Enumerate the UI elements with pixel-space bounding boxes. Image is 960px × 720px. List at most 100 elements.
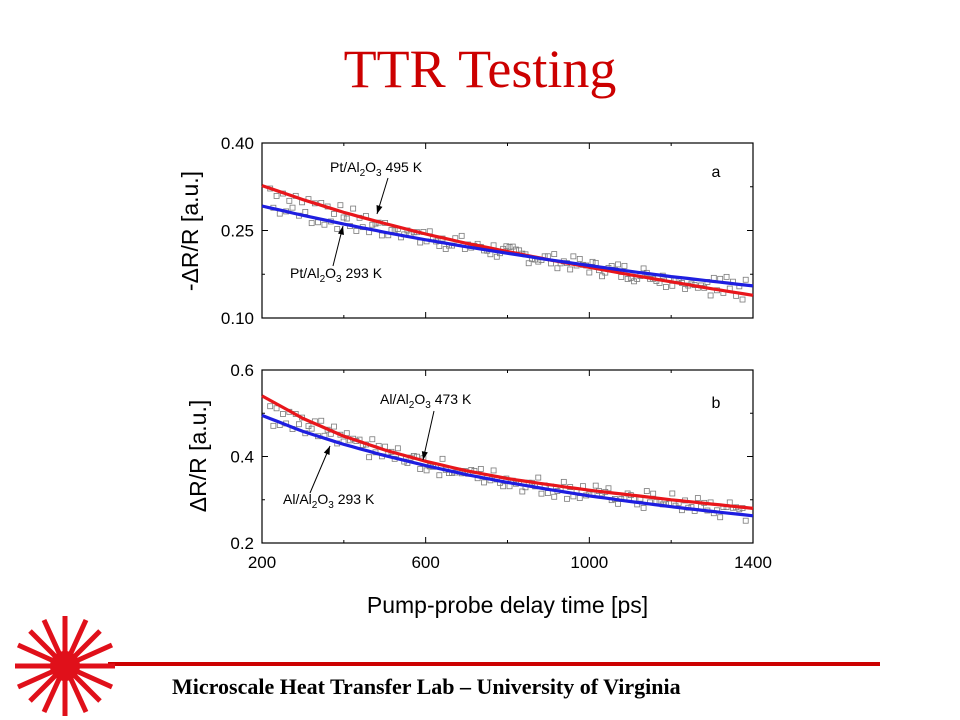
data-point [436, 472, 443, 479]
series-line [261, 413, 754, 518]
series-label-part: 3 [425, 400, 431, 411]
data-point [615, 261, 621, 268]
data-point [615, 500, 621, 507]
series-label-part: Al/Al [380, 391, 409, 407]
series-label-part: Pt/Al [290, 265, 320, 281]
x-tick-label: 600 [411, 553, 439, 572]
data-point [273, 193, 280, 199]
x-axis-label: Pump-probe delay time [ps] [367, 592, 648, 618]
data-point [710, 274, 717, 281]
data-point [551, 493, 558, 500]
series-label-part: 495 K [382, 159, 423, 175]
footer-divider [108, 662, 880, 666]
data-point [643, 488, 650, 494]
data-point [331, 423, 337, 430]
data-point [589, 258, 596, 265]
series-label-part: O [414, 391, 425, 407]
data-point [500, 483, 507, 490]
laser-starburst-icon [15, 616, 115, 716]
arrow-head [323, 446, 330, 455]
data-point [742, 276, 749, 283]
data-point [391, 227, 398, 234]
data-point [366, 454, 373, 461]
data-point [296, 421, 302, 428]
plot-frame-b [261, 369, 754, 544]
footer-text: Microscale Heat Transfer Lab – Universit… [172, 674, 681, 699]
data-point [490, 467, 497, 474]
data-point [439, 455, 446, 462]
series-label: Al/Al2O3 473 K [380, 391, 472, 411]
annotation-arrow [309, 445, 331, 494]
data-point [564, 495, 570, 502]
data-point [621, 262, 628, 269]
data-point [605, 485, 612, 492]
x-tick-label: 200 [248, 553, 276, 572]
data-point [308, 220, 315, 227]
arrow-head [421, 451, 428, 460]
data-point [458, 232, 465, 239]
panel-label-b: b [712, 395, 721, 412]
data-point [286, 197, 293, 204]
series-label-part: 2 [320, 274, 326, 285]
data-point [369, 221, 376, 228]
data-point [519, 488, 526, 495]
series-label-part: O [365, 159, 376, 175]
series-label-part: 2 [360, 168, 366, 179]
data-point [723, 273, 730, 280]
data-point [554, 265, 561, 272]
data-point [343, 215, 350, 222]
data-point [742, 517, 749, 524]
series-label-part: 3 [336, 274, 342, 285]
series-label-part: O [325, 265, 336, 281]
series-label-part: 3 [376, 168, 382, 179]
series-label-part: 293 K [334, 491, 375, 507]
series-label-part: Pt/Al [330, 159, 360, 175]
series-label: Al/Al2O3 293 K [283, 491, 375, 511]
series-line [261, 394, 754, 510]
y-tick-label: 0.25 [221, 222, 254, 241]
data-point [640, 265, 647, 272]
data-point [509, 243, 516, 250]
series-label-part: Al/Al [283, 491, 312, 507]
data-point [417, 466, 424, 472]
data-point [340, 214, 347, 221]
data-point [551, 251, 558, 258]
data-point [669, 282, 676, 289]
data-point [717, 514, 724, 521]
data-point [624, 276, 631, 282]
data-point [640, 504, 647, 511]
x-tick-label: 1400 [734, 553, 772, 572]
data-point [535, 474, 542, 481]
data-point [337, 202, 344, 209]
data-point [669, 490, 676, 497]
data-point [560, 478, 567, 485]
arrow-head [337, 226, 344, 235]
series-label-part: 473 K [431, 391, 472, 407]
panel-label-a: a [712, 164, 721, 181]
data-point [331, 210, 337, 217]
data-point [417, 239, 424, 246]
series-label-part: 2 [409, 400, 415, 411]
y-tick-label: 0.2 [230, 534, 254, 553]
data-point [442, 246, 449, 252]
data-point [544, 490, 551, 497]
data-point [493, 253, 500, 260]
data-point [369, 436, 376, 443]
series-line [261, 204, 754, 288]
data-point [350, 205, 357, 212]
data-point [707, 292, 714, 299]
data-point [503, 243, 510, 250]
series-label: Pt/Al2O3 495 K [330, 159, 423, 179]
series-label: Pt/Al2O3 293 K [290, 265, 383, 285]
series-label-part: O [317, 491, 328, 507]
y-tick-label: 0.6 [230, 361, 254, 380]
data-point [525, 260, 532, 267]
data-point [506, 244, 513, 250]
data-point [273, 405, 280, 412]
data-point [280, 411, 286, 417]
data-point [538, 490, 545, 497]
y-tick-label: 0.10 [221, 309, 254, 328]
data-point [694, 495, 701, 501]
data-point [592, 482, 599, 489]
data-point [586, 269, 593, 276]
